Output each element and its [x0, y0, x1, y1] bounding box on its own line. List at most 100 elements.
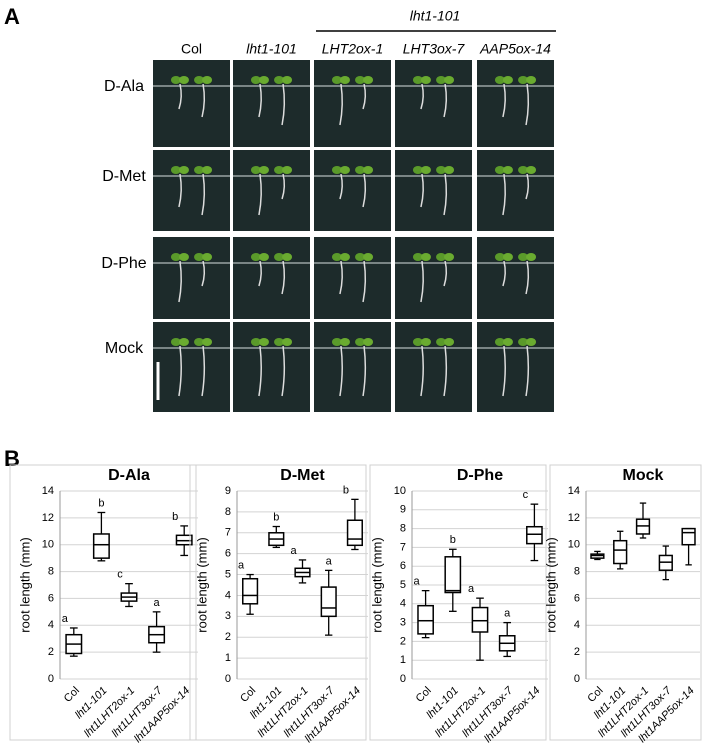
- cotyledon: [178, 253, 189, 261]
- cotyledon: [170, 76, 181, 84]
- root: [201, 260, 206, 287]
- column-label: LHT3ox-7: [403, 41, 466, 57]
- chart-title: D-Ala: [108, 467, 150, 484]
- cotyledon: [258, 166, 269, 174]
- cotyledon: [339, 338, 350, 346]
- y-tick-label: 5: [225, 568, 231, 580]
- cotyledon: [526, 253, 537, 261]
- cotyledon: [202, 338, 213, 346]
- cotyledon: [363, 338, 374, 346]
- cotyledon: [355, 253, 366, 261]
- y-tick-label: 9: [225, 485, 231, 497]
- cotyledon: [274, 338, 285, 346]
- cotyledon: [420, 338, 431, 346]
- cotyledon: [250, 76, 261, 84]
- y-tick-label: 10: [568, 539, 580, 551]
- y-tick-label: 0: [574, 673, 580, 685]
- y-tick-label: 8: [225, 506, 231, 518]
- y-tick-label: 2: [225, 631, 231, 643]
- cotyledon: [363, 76, 374, 84]
- root: [178, 83, 182, 110]
- root: [502, 83, 506, 118]
- cotyledon: [282, 166, 293, 174]
- y-axis-label: root length (mm): [17, 537, 32, 632]
- cotyledon: [170, 166, 181, 174]
- photo: [314, 237, 391, 319]
- x-tick-label: Col: [238, 685, 258, 705]
- significance-letter: c: [117, 569, 123, 581]
- cotyledon: [412, 253, 423, 261]
- y-tick-label: 0: [225, 673, 231, 685]
- photo: [395, 237, 472, 319]
- root: [201, 173, 206, 216]
- cotyledon: [355, 338, 366, 346]
- cotyledon: [436, 166, 447, 174]
- cotyledon: [412, 338, 423, 346]
- cotyledon: [194, 76, 205, 84]
- root: [281, 260, 286, 295]
- cotyledon: [436, 76, 447, 84]
- y-axis-label: root length (mm): [543, 537, 558, 632]
- photo: [395, 150, 472, 231]
- root: [525, 83, 530, 126]
- root: [502, 345, 506, 397]
- root: [339, 260, 343, 295]
- y-tick-label: 2: [400, 635, 406, 647]
- cotyledon: [518, 253, 529, 261]
- y-tick-label: 0: [48, 673, 54, 685]
- cotyledon: [412, 76, 423, 84]
- y-tick-label: 2: [48, 646, 54, 658]
- root: [420, 83, 424, 110]
- group-label: lht1-101: [410, 8, 461, 24]
- photo: [233, 60, 310, 147]
- y-tick-label: 6: [574, 592, 580, 604]
- cotyledon: [444, 166, 455, 174]
- y-tick-label: 12: [568, 512, 580, 524]
- significance-letter: a: [414, 576, 421, 588]
- cotyledon: [194, 166, 205, 174]
- photo: [314, 60, 391, 147]
- cotyledon: [331, 338, 342, 346]
- cotyledon: [518, 338, 529, 346]
- root: [362, 173, 367, 208]
- root: [281, 345, 286, 397]
- cotyledon: [194, 338, 205, 346]
- chart-frame: [189, 464, 367, 741]
- photo: [395, 322, 472, 412]
- significance-letter: a: [468, 583, 475, 595]
- root: [281, 83, 286, 126]
- box: [444, 556, 462, 594]
- photo: [477, 60, 554, 147]
- y-tick-label: 4: [574, 619, 580, 631]
- y-tick-label: 6: [48, 592, 54, 604]
- significance-letter: a: [154, 597, 161, 609]
- root: [420, 173, 424, 208]
- cotyledon: [502, 338, 513, 346]
- cotyledon: [331, 166, 342, 174]
- root: [443, 83, 448, 118]
- y-tick-label: 4: [48, 619, 54, 631]
- y-tick-label: 6: [400, 560, 406, 572]
- box: [526, 525, 543, 545]
- significance-letter: b: [343, 484, 349, 496]
- y-tick-label: 8: [48, 565, 54, 577]
- y-tick-label: 12: [42, 512, 54, 524]
- cotyledon: [339, 166, 350, 174]
- photo: [233, 150, 310, 231]
- root: [178, 260, 182, 303]
- cotyledon: [178, 166, 189, 174]
- cotyledon: [178, 76, 189, 84]
- photo: [477, 322, 554, 412]
- x-tick-label: Col: [414, 685, 434, 705]
- significance-letter: a: [504, 608, 511, 620]
- root: [178, 173, 182, 208]
- root: [201, 83, 206, 118]
- significance-letter: b: [273, 511, 279, 523]
- cotyledon: [178, 338, 189, 346]
- root: [339, 345, 343, 397]
- cotyledon: [494, 76, 505, 84]
- cotyledon: [282, 338, 293, 346]
- cotyledon: [258, 253, 269, 261]
- y-tick-label: 0: [400, 673, 406, 685]
